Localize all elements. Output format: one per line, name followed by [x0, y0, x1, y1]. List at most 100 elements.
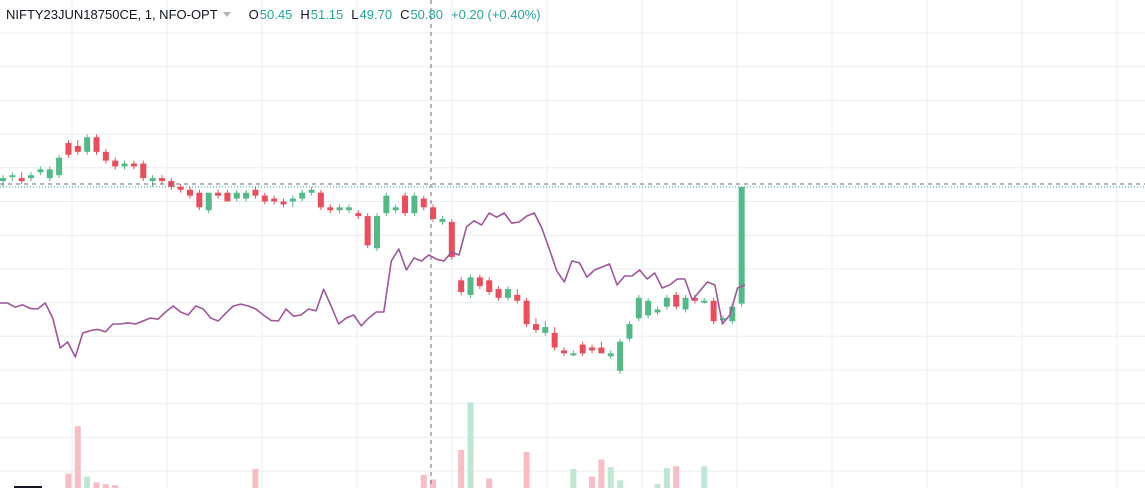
candle-body [84, 137, 91, 152]
volume-bar [617, 480, 624, 488]
candle-body [635, 297, 642, 319]
candle-body [74, 146, 81, 152]
candle-body [355, 213, 362, 217]
volume-bar [458, 450, 465, 488]
volume-bar [654, 484, 661, 488]
candle-body [112, 160, 119, 167]
volume-bar [589, 476, 596, 488]
candle-body [598, 347, 605, 354]
candle-body [392, 207, 399, 211]
candle-body [0, 178, 6, 182]
candle-body [691, 297, 698, 301]
candle-body [607, 353, 614, 357]
candle-body [187, 189, 193, 196]
candle-body [645, 300, 652, 316]
indicator-line [0, 212, 746, 358]
candle-body [710, 300, 717, 322]
indicator-series-line [0, 212, 746, 358]
close-label: C [400, 7, 410, 22]
candle-body [486, 280, 493, 292]
candle-body [158, 178, 165, 182]
candle-body [252, 189, 259, 196]
volume-bar [252, 469, 259, 488]
candle-body [317, 192, 324, 208]
candle-body [9, 175, 16, 178]
volume-bar [598, 459, 605, 488]
candle-body [56, 157, 63, 176]
candle-body [93, 137, 100, 152]
symbol-title[interactable]: NIFTY23JUN18750CE, 1, NFO-OPT [6, 7, 218, 22]
candle-body [28, 175, 35, 179]
volume-bar [523, 451, 530, 488]
candle-body [570, 353, 577, 356]
candle-body [46, 169, 53, 179]
volume-bar [570, 469, 577, 488]
candle-body [224, 192, 231, 202]
candle-body [18, 178, 25, 182]
candle-body [682, 297, 689, 310]
candle-body [196, 192, 203, 208]
candle-body [121, 163, 128, 167]
candle-body [430, 207, 437, 219]
low-value: 49.70 [359, 7, 393, 22]
candle-body [504, 289, 511, 298]
candle-body [561, 350, 567, 354]
open-value: 50.45 [259, 7, 293, 22]
candle-body [617, 341, 624, 371]
candle-body [439, 219, 446, 222]
change-value: +0.20 (+0.40%) [451, 7, 541, 22]
candles [0, 134, 745, 374]
volume-bars [65, 402, 708, 488]
candle-body [738, 186, 745, 304]
candle-body [374, 216, 380, 249]
volume-bar [486, 478, 493, 488]
candle-body [542, 327, 549, 333]
candle-body [299, 192, 306, 199]
volume-bar [701, 466, 708, 488]
candle-body [65, 143, 72, 155]
pane-separator-handle [14, 486, 42, 488]
low-label: L [351, 7, 359, 22]
candle-body [261, 195, 268, 202]
candle-body [280, 201, 287, 205]
volume-bar [420, 474, 427, 488]
candle-body [663, 297, 670, 307]
volume-bar [607, 467, 614, 488]
volume-bar [74, 426, 81, 488]
candle-body [37, 169, 44, 173]
volume-bar [430, 479, 437, 488]
candle-body [514, 294, 521, 301]
candle-body [551, 332, 558, 348]
candle-body [532, 324, 539, 330]
candle-body [177, 186, 184, 190]
candle-body [402, 195, 409, 214]
candle-body [579, 344, 586, 354]
candle-body [495, 289, 502, 298]
candle-body [458, 280, 465, 292]
candle-body [233, 192, 240, 199]
candle-body [467, 277, 474, 295]
chart-legend: NIFTY23JUN18750CE, 1, NFO-OPT O 50.45 H 51… [6, 7, 541, 22]
candle-body [383, 195, 390, 214]
candle-body [589, 347, 596, 351]
candle-body [673, 294, 680, 307]
high-value: 51.15 [310, 7, 344, 22]
volume-bar [65, 473, 72, 488]
candle-body [336, 207, 343, 211]
volume-bar [84, 476, 91, 488]
candle-body [102, 151, 109, 161]
candle-body [205, 192, 212, 211]
volume-bar [673, 466, 680, 488]
open-label: O [248, 7, 259, 22]
candle-body [364, 216, 371, 246]
volume-bar [112, 485, 119, 488]
candle-body [149, 178, 156, 182]
candle-body [523, 300, 530, 325]
candle-body [420, 198, 427, 208]
candle-body [626, 324, 633, 339]
chevron-down-icon[interactable] [222, 12, 231, 17]
volume-bar [663, 468, 670, 488]
